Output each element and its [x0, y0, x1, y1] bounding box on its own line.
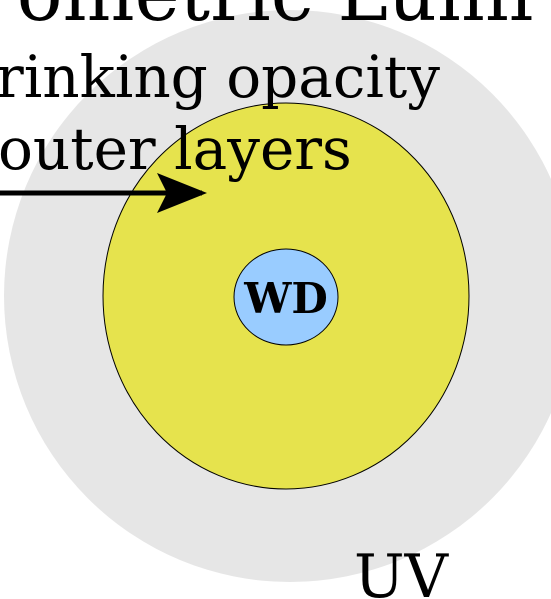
opacity-label: rinking opacity	[0, 43, 440, 111]
white-dwarf	[233, 248, 339, 346]
core-label: WD	[243, 274, 328, 323]
title: ometric Lumi	[17, 0, 534, 38]
layers-label: outer layers	[0, 115, 352, 183]
band-label: UV	[354, 542, 450, 599]
